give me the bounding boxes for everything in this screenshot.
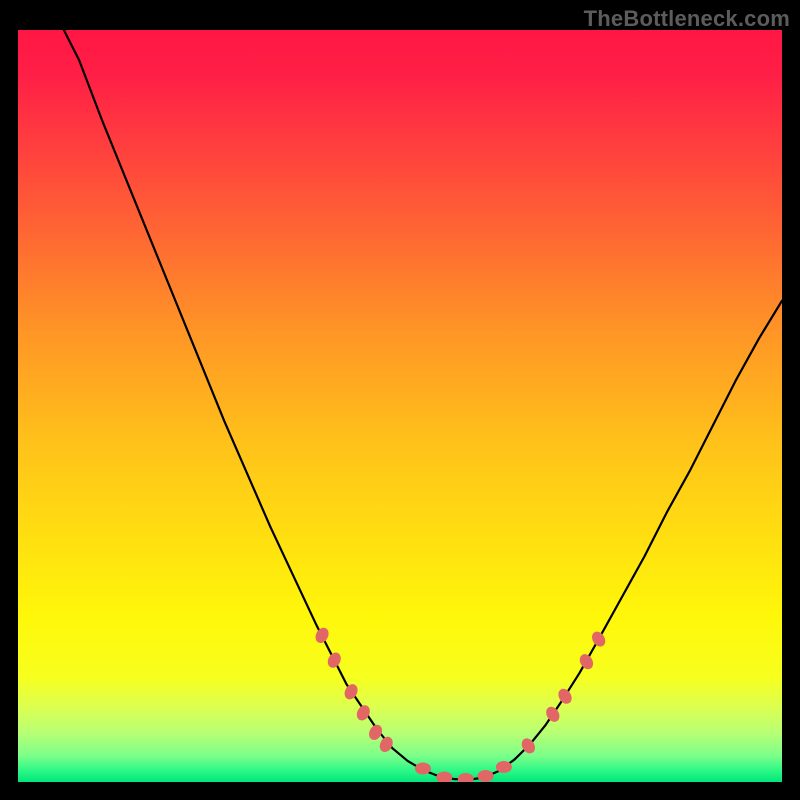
curve-marker <box>313 625 331 645</box>
curve-marker <box>496 761 512 773</box>
curve-marker <box>543 704 562 724</box>
curve-marker <box>478 770 494 782</box>
curve-marker <box>458 773 474 782</box>
frame: TheBottleneck.com <box>0 0 800 800</box>
bottleneck-curve <box>18 30 782 782</box>
curve-marker <box>556 686 575 706</box>
curve-line <box>64 30 782 780</box>
curve-markers <box>313 625 608 782</box>
curve-marker <box>436 771 452 782</box>
curve-marker <box>325 650 343 670</box>
curve-marker <box>366 722 384 742</box>
curve-marker <box>577 652 596 672</box>
curve-marker <box>589 629 608 649</box>
curve-marker <box>415 762 431 774</box>
watermark-text: TheBottleneck.com <box>584 6 790 32</box>
plot-area <box>18 30 782 782</box>
curve-marker <box>377 735 395 755</box>
